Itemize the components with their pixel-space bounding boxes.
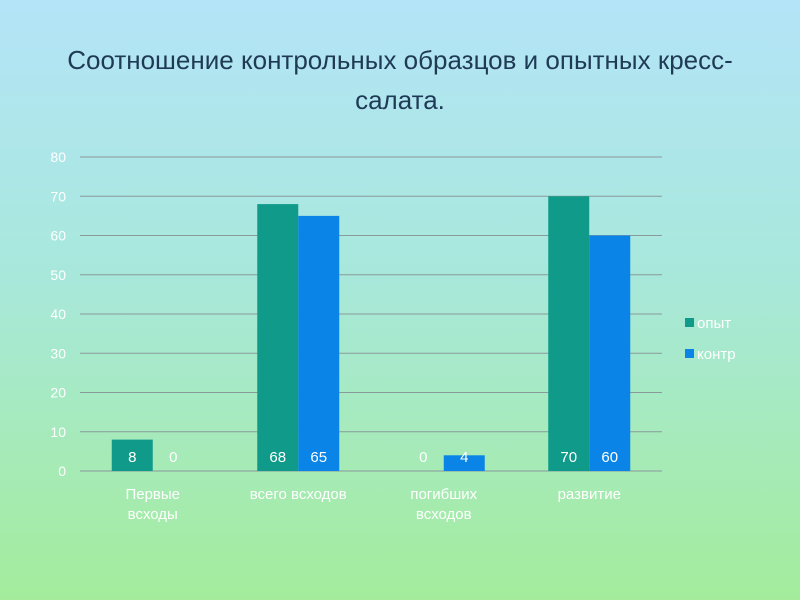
- data-label: 65: [310, 449, 327, 466]
- y-tick-label: 0: [58, 463, 66, 479]
- y-tick-label: 40: [50, 306, 66, 322]
- bar-контр-3: [589, 235, 631, 471]
- y-tick-label: 60: [50, 228, 66, 244]
- data-label: 0: [169, 449, 177, 466]
- chart-title: Соотношение контрольных образцов и опытн…: [67, 45, 733, 115]
- y-axis-ticks: 0 10 20 30 40 50 60 70 80: [50, 149, 66, 479]
- bar-контр-1: [298, 215, 340, 471]
- legend: опыт контр: [685, 315, 736, 363]
- data-label: 60: [601, 449, 618, 466]
- data-label: 70: [560, 449, 577, 466]
- x-category-label: всходы: [128, 506, 178, 523]
- x-category-label: всходов: [416, 506, 472, 523]
- bar-опыт-1: [257, 204, 299, 471]
- data-labels: 8 0 68 65 0 4 70 60: [128, 449, 618, 466]
- y-tick-label: 70: [50, 188, 66, 204]
- bar-опыт-0: [111, 439, 153, 471]
- y-tick-label: 10: [50, 424, 66, 440]
- x-axis-categories: Первые всходы всего всходов погибших всходов…: [125, 486, 620, 523]
- x-category-label: погибших: [410, 486, 477, 503]
- legend-label: опыт: [697, 315, 731, 332]
- x-category-label: всего всходов: [250, 486, 347, 503]
- y-tick-label: 30: [50, 345, 66, 361]
- legend-swatch-опыт: [685, 318, 694, 327]
- legend-swatch-контр: [685, 349, 694, 358]
- bar-опыт-3: [548, 196, 590, 471]
- bar-контр-2: [443, 455, 485, 471]
- y-tick-label: 80: [50, 149, 66, 165]
- x-category-label: Первые: [125, 486, 180, 503]
- x-category-label: развитие: [558, 486, 621, 503]
- data-label: 4: [460, 449, 468, 466]
- legend-label: контр: [697, 346, 736, 363]
- data-label: 68: [269, 449, 286, 466]
- bars: [111, 196, 631, 471]
- data-label: 8: [128, 449, 136, 466]
- data-label: 0: [419, 449, 427, 466]
- y-tick-label: 20: [50, 385, 66, 401]
- y-tick-label: 50: [50, 267, 66, 283]
